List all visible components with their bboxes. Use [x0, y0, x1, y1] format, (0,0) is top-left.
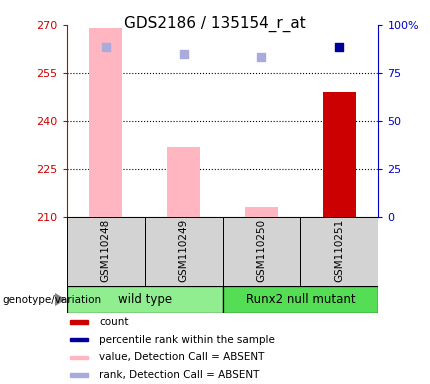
- Bar: [70, 320, 88, 324]
- Text: percentile rank within the sample: percentile rank within the sample: [99, 334, 275, 344]
- Bar: [323, 92, 356, 217]
- Point: [180, 51, 187, 57]
- Text: wild type: wild type: [117, 293, 172, 306]
- Polygon shape: [55, 293, 66, 306]
- Text: GDS2186 / 135154_r_at: GDS2186 / 135154_r_at: [124, 15, 306, 31]
- Point: [258, 54, 265, 60]
- Bar: [70, 338, 88, 341]
- Bar: [167, 147, 200, 217]
- Bar: [70, 356, 88, 359]
- Bar: [70, 373, 88, 377]
- Text: GSM110250: GSM110250: [256, 218, 267, 282]
- Bar: [67, 286, 223, 313]
- Bar: [89, 28, 122, 217]
- Bar: [223, 286, 378, 313]
- Text: count: count: [99, 317, 129, 327]
- Bar: [144, 217, 223, 286]
- Point: [336, 44, 343, 50]
- Point: [102, 44, 109, 50]
- Bar: [67, 217, 144, 286]
- Bar: [301, 217, 378, 286]
- Text: GSM110249: GSM110249: [178, 218, 189, 282]
- Text: GSM110251: GSM110251: [335, 218, 344, 282]
- Bar: [245, 207, 278, 217]
- Text: rank, Detection Call = ABSENT: rank, Detection Call = ABSENT: [99, 370, 260, 380]
- Text: Runx2 null mutant: Runx2 null mutant: [246, 293, 355, 306]
- Text: value, Detection Call = ABSENT: value, Detection Call = ABSENT: [99, 353, 264, 362]
- Text: genotype/variation: genotype/variation: [2, 295, 101, 305]
- Bar: [223, 217, 301, 286]
- Text: GSM110248: GSM110248: [101, 218, 111, 282]
